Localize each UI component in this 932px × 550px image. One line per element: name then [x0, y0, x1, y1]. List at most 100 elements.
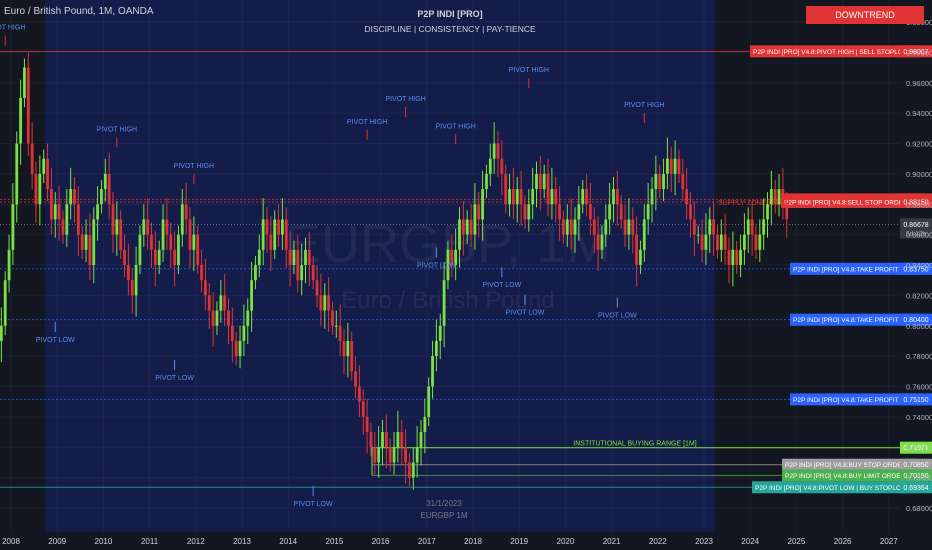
downtrend-button[interactable]: DOWNTREND — [806, 6, 924, 24]
candle-body — [411, 462, 415, 478]
y-tick-label: 0.88000 — [906, 200, 932, 209]
x-tick-label: 2019 — [510, 537, 528, 546]
level-price-label: 0.69364 — [903, 485, 928, 492]
candle-body — [666, 158, 669, 174]
level-label-bg — [790, 313, 921, 326]
level-price-label: 0.75150 — [903, 397, 928, 404]
candle-body — [69, 189, 73, 205]
candle-body — [692, 219, 696, 235]
candle-body — [365, 416, 369, 433]
candle-body — [223, 295, 227, 311]
pivot-high-label: PIVOT HIGH — [624, 102, 664, 109]
y-tick-label: 0.92000 — [906, 140, 932, 149]
candle-body — [88, 234, 92, 265]
candle-body — [7, 249, 11, 281]
indicator-title: P2P INDI [PRO] — [417, 9, 483, 19]
candle-body — [731, 249, 735, 265]
candle-body — [196, 234, 200, 265]
pivot-high-label: PIVOT HIGH — [385, 96, 425, 103]
candle-body — [485, 173, 488, 190]
pivot-high-label: PIVOT HIGH — [174, 163, 214, 170]
candle-body — [323, 295, 327, 311]
candle-body — [57, 204, 61, 220]
highlight-region — [45, 0, 715, 532]
level-label: P2P INDI [PRO] V4.8:SELL STOP ORDER @ — [784, 199, 916, 206]
y-tick-label: 0.76000 — [906, 383, 932, 392]
x-axis: 2008 2009 2010 2011 2012 2013 2014 2015 2016 2017… — [2, 537, 898, 546]
pivot-high-label: PIVOT HIGH — [435, 123, 475, 130]
candle-body — [677, 158, 681, 174]
candle-body — [419, 432, 423, 448]
candle-body — [558, 204, 561, 220]
candle-body — [277, 219, 280, 235]
y-tick-label: 0.98000 — [906, 48, 932, 57]
candle-body — [173, 249, 176, 265]
bottom-note-line2: EURGBP 1M — [421, 511, 468, 520]
level-label: P2P INDI [PRO] V4.8:TAKE PROFIT 1 @ — [793, 266, 913, 273]
candle-body — [573, 219, 577, 235]
candle-body — [689, 204, 692, 220]
candle-body — [123, 249, 126, 265]
candle-body — [766, 204, 769, 220]
candle-body — [415, 447, 419, 463]
candle-body — [423, 416, 427, 433]
candle-body — [284, 219, 288, 250]
candle-body — [400, 432, 404, 448]
pivot-low-label: PIVOT LOW — [506, 310, 545, 317]
bottom-note-line1: 31/1/2023 — [426, 499, 462, 508]
candle-body — [596, 234, 600, 250]
candle-body — [662, 173, 665, 190]
candle-body — [96, 204, 99, 220]
candle-body — [250, 280, 253, 311]
y-axis: 1.000000.980000.960000.940000.920000.900… — [906, 18, 932, 513]
candle-body — [535, 173, 538, 190]
candle-body — [631, 219, 635, 235]
candle-body — [527, 204, 531, 220]
candle-body — [169, 234, 173, 250]
pivot-low-label: PIVOT LOW — [417, 262, 456, 269]
candle-body — [504, 173, 508, 205]
y-tick-label: 0.82000 — [906, 291, 932, 300]
candle-body — [481, 189, 484, 220]
candle-body — [785, 204, 789, 220]
candle-body — [461, 219, 465, 235]
candle-body — [696, 234, 700, 236]
candle-body — [211, 310, 215, 326]
candle-body — [635, 234, 638, 265]
candle-body — [442, 280, 446, 326]
candle-body — [230, 325, 234, 341]
candle-body — [307, 249, 311, 265]
level-price-bg — [900, 393, 932, 406]
level-label-bg — [782, 469, 920, 482]
x-tick-label: 2014 — [279, 537, 297, 546]
candle-body — [781, 189, 785, 205]
candle-body — [496, 143, 500, 159]
candle-body — [188, 219, 192, 250]
candle-body — [404, 447, 407, 463]
candle-body — [46, 158, 49, 190]
y-tick-label: 0.70000 — [906, 474, 932, 483]
candle-body — [334, 325, 338, 327]
candle-body — [508, 189, 511, 205]
pivot-low-label: PIVOT LOW — [598, 313, 637, 320]
candle-body — [153, 249, 157, 265]
level-label-bg — [782, 458, 916, 471]
candle-body — [103, 173, 107, 190]
candles — [0, 52, 789, 490]
candle-body — [388, 447, 392, 463]
candle-body — [254, 265, 257, 281]
candle-body — [273, 219, 277, 250]
x-tick-label: 2020 — [557, 537, 575, 546]
candle-body — [257, 249, 261, 265]
candle-body — [227, 310, 230, 326]
candle-body — [111, 204, 115, 235]
y-tick-label: 0.74000 — [906, 413, 932, 422]
candle-body — [61, 219, 65, 235]
candle-body — [408, 462, 411, 478]
candle-body — [50, 189, 53, 220]
level-label: P2P INDI [PRO] V4.8:PIVOT LOW | BUY STOP… — [755, 485, 910, 492]
candle-body — [746, 219, 750, 235]
candle-body — [300, 265, 304, 281]
candle-body — [134, 265, 138, 296]
